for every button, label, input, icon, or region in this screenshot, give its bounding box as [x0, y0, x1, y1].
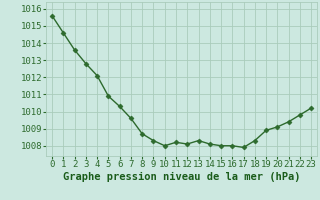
X-axis label: Graphe pression niveau de la mer (hPa): Graphe pression niveau de la mer (hPa) — [63, 172, 300, 182]
